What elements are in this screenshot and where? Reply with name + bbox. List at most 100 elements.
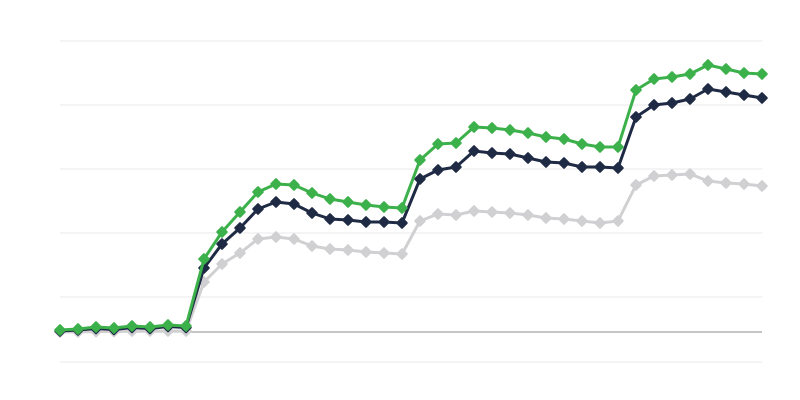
diamond-marker-green <box>216 226 228 238</box>
diamond-marker-green <box>648 73 660 85</box>
diamond-marker-gray <box>216 258 228 270</box>
diamond-marker-green <box>666 71 678 83</box>
diamond-marker-gray <box>486 206 498 218</box>
diamond-marker-navy <box>270 196 282 208</box>
series-line-navy <box>58 87 764 333</box>
diamond-marker-navy <box>216 238 228 250</box>
diamond-marker-gray <box>720 177 732 189</box>
diamond-marker-gray <box>414 215 426 227</box>
diamond-marker-navy <box>486 147 498 159</box>
diamond-marker-gray <box>558 213 570 225</box>
diamond-marker-navy <box>252 203 264 215</box>
diamond-marker-green <box>306 187 318 199</box>
diamond-marker-gray <box>378 247 390 259</box>
diamond-marker-gray <box>540 212 552 224</box>
diamond-marker-green <box>162 319 174 331</box>
diamond-marker-navy <box>504 148 516 160</box>
diamond-marker-green <box>594 141 606 153</box>
diamond-marker-gray <box>252 233 264 245</box>
diamond-marker-gray <box>288 233 300 245</box>
diamond-marker-green <box>144 321 156 333</box>
diamond-marker-green <box>522 127 534 139</box>
diamond-marker-green <box>126 320 138 332</box>
diamond-marker-green <box>576 138 588 150</box>
diamond-marker-gray <box>450 209 462 221</box>
diamond-marker-green <box>324 193 336 205</box>
diamond-marker-gray <box>342 244 354 256</box>
diamond-marker-navy <box>558 157 570 169</box>
diamond-marker-gray <box>630 179 642 191</box>
diamond-marker-green <box>504 124 516 136</box>
diamond-marker-navy <box>378 216 390 228</box>
diamond-marker-navy <box>342 214 354 226</box>
diamond-marker-green <box>450 137 462 149</box>
diamond-marker-green <box>630 84 642 96</box>
diamond-marker-navy <box>612 162 624 174</box>
diamond-marker-gray <box>684 168 696 180</box>
diamond-marker-green <box>270 178 282 190</box>
diamond-marker-green <box>360 199 372 211</box>
diamond-marker-navy <box>666 97 678 109</box>
diamond-marker-navy <box>576 161 588 173</box>
diamond-marker-navy <box>306 207 318 219</box>
diamond-marker-green <box>486 122 498 134</box>
diamond-marker-gray <box>270 231 282 243</box>
diamond-marker-gray <box>432 208 444 220</box>
diamond-marker-green <box>252 186 264 198</box>
diamond-marker-navy <box>324 213 336 225</box>
diamond-marker-navy <box>432 164 444 176</box>
diamond-marker-green <box>684 68 696 80</box>
diamond-marker-gray <box>504 207 516 219</box>
diamond-marker-green <box>720 63 732 75</box>
diamond-marker-navy <box>468 145 480 157</box>
diamond-marker-green <box>198 253 210 265</box>
diamond-marker-navy <box>450 161 462 173</box>
diamond-marker-green <box>432 138 444 150</box>
diamond-marker-green <box>72 323 84 335</box>
diamond-marker-gray <box>648 170 660 182</box>
diamond-marker-navy <box>684 93 696 105</box>
diamond-marker-green <box>540 131 552 143</box>
diamond-marker-gray <box>324 243 336 255</box>
diamond-marker-green <box>702 59 714 71</box>
diamond-marker-gray <box>468 205 480 217</box>
diamond-marker-navy <box>414 173 426 185</box>
diamond-marker-green <box>396 202 408 214</box>
diamond-marker-green <box>468 121 480 133</box>
diamond-marker-navy <box>720 86 732 98</box>
diamond-marker-navy <box>738 89 750 101</box>
diamond-marker-navy <box>648 99 660 111</box>
diamond-marker-gray <box>612 215 624 227</box>
diamond-marker-gray <box>576 215 588 227</box>
diamond-marker-green <box>414 154 426 166</box>
diamond-marker-gray <box>306 240 318 252</box>
diamond-marker-gray <box>702 175 714 187</box>
diamond-marker-green <box>288 179 300 191</box>
diamond-marker-gray <box>738 178 750 190</box>
series-line-green <box>58 63 764 332</box>
series-line-gray <box>58 172 764 334</box>
diamond-marker-navy <box>540 156 552 168</box>
diamond-marker-navy <box>288 198 300 210</box>
diamond-marker-gray <box>234 247 246 259</box>
diamond-marker-green <box>180 320 192 332</box>
diamond-marker-gray <box>666 169 678 181</box>
diamond-marker-gray <box>522 209 534 221</box>
diamond-marker-green <box>342 196 354 208</box>
diamond-marker-green <box>234 206 246 218</box>
diamond-marker-navy <box>234 222 246 234</box>
diamond-marker-green <box>54 324 66 336</box>
diamond-marker-green <box>90 321 102 333</box>
diamond-marker-gray <box>396 248 408 260</box>
diamond-marker-navy <box>522 152 534 164</box>
diamond-marker-green <box>612 141 624 153</box>
diamond-marker-gray <box>756 180 768 192</box>
diamond-marker-gray <box>594 217 606 229</box>
diamond-marker-green <box>378 201 390 213</box>
diamond-marker-navy <box>396 217 408 229</box>
diamond-marker-green <box>558 133 570 145</box>
diamond-marker-green <box>756 68 768 80</box>
diamond-marker-navy <box>360 216 372 228</box>
